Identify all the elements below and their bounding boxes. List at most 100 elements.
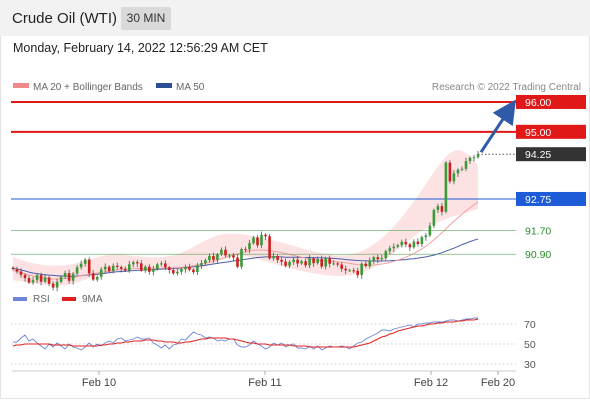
candle-body xyxy=(152,269,155,272)
candle-body xyxy=(136,262,139,264)
candle-body xyxy=(452,173,456,182)
rsi-ma-line xyxy=(12,318,479,348)
candle-body xyxy=(103,266,107,270)
candle-body xyxy=(156,264,159,270)
candle-body xyxy=(67,273,71,281)
candle-body xyxy=(200,263,203,266)
candle-body xyxy=(115,265,119,267)
candle-body xyxy=(352,270,355,272)
candle-body xyxy=(376,257,380,260)
candle-body xyxy=(59,276,63,282)
candle-body xyxy=(392,246,396,249)
support-label-91.70: 91.70 xyxy=(525,225,551,237)
candle-body xyxy=(51,283,55,288)
candle-body xyxy=(83,259,87,264)
candle-body xyxy=(184,267,187,270)
candle-body xyxy=(360,263,363,275)
candle-body xyxy=(380,258,384,260)
candle-body xyxy=(196,265,199,273)
candle-body xyxy=(19,271,23,275)
candle-body xyxy=(39,275,43,282)
candle-body xyxy=(336,263,339,265)
candle-body xyxy=(256,237,259,246)
candle-body xyxy=(308,258,311,266)
candle-body xyxy=(216,254,219,260)
x-tick-label: Feb 10 xyxy=(82,377,116,389)
candle-body xyxy=(224,249,227,256)
candle-body xyxy=(340,264,343,269)
candle-body xyxy=(444,162,448,212)
candle-body xyxy=(356,270,359,276)
candle-body xyxy=(284,261,287,266)
candle-body xyxy=(71,273,75,281)
x-axis: Feb 10 Feb 11 Feb 12 Feb 20 xyxy=(12,370,516,389)
candle-body xyxy=(448,162,452,182)
candle-body xyxy=(204,260,207,264)
candle-body xyxy=(228,255,231,257)
candle-body xyxy=(424,235,428,238)
candle-body xyxy=(79,263,83,268)
candle-body xyxy=(384,251,388,259)
candle-body xyxy=(232,255,235,258)
interval-button[interactable]: 30 MIN xyxy=(121,7,171,30)
rsi-line xyxy=(13,317,478,351)
candle-body xyxy=(111,265,115,272)
candle-body xyxy=(316,259,319,264)
candle-body xyxy=(35,275,39,281)
resistance-label-95.00: 95.00 xyxy=(525,127,551,139)
candle-body xyxy=(99,269,103,277)
credit-text: Research © 2022 Trading Central xyxy=(432,82,581,93)
candle-body xyxy=(420,237,424,245)
candle-body xyxy=(464,161,468,169)
main-legend: MA 20 + Bollinger Bands MA 50 Research ©… xyxy=(13,82,581,93)
candle-body xyxy=(408,244,412,248)
candle-body xyxy=(320,259,323,267)
x-tick-label: Feb 20 xyxy=(481,377,515,389)
candle-body xyxy=(416,241,420,244)
candle-body xyxy=(400,241,404,246)
candle-body xyxy=(460,168,464,170)
support-label-90.90: 90.90 xyxy=(525,249,551,261)
candle-body xyxy=(300,261,303,264)
candle-body xyxy=(368,260,372,267)
candle-body xyxy=(31,280,35,283)
candle-body xyxy=(472,157,476,159)
rsi-ma-legend-label: 9MA xyxy=(82,294,103,305)
rsi-tick-70: 70 xyxy=(524,319,536,331)
candle-body xyxy=(268,236,271,259)
last-price-label-bg xyxy=(516,147,586,162)
candle-body xyxy=(220,249,223,255)
ma50-legend-label: MA 50 xyxy=(176,82,205,93)
candle-body xyxy=(140,263,143,271)
candle-body xyxy=(304,261,307,266)
ma50-line xyxy=(12,238,479,277)
header-bar: Crude Oil (WTI) 30 MIN xyxy=(0,0,590,36)
candle-body xyxy=(168,267,171,270)
candle-body xyxy=(119,267,123,269)
candle-body xyxy=(364,263,368,267)
candle-body xyxy=(396,245,400,247)
candle-body xyxy=(456,169,460,174)
candle-body xyxy=(276,256,279,260)
x-tick-label: Feb 12 xyxy=(414,377,448,389)
candle-body xyxy=(240,249,243,267)
candle-body xyxy=(324,258,327,267)
candle-body xyxy=(75,267,79,274)
rsi-legend-swatch xyxy=(13,297,27,301)
candle-body xyxy=(468,157,472,162)
candle-body xyxy=(55,281,59,288)
candle-body xyxy=(15,269,19,272)
rsi-plot: 70 50 30 xyxy=(11,317,536,371)
price-plot: 96.00 95.00 94.25 92.75 91.70 90.90 xyxy=(11,94,586,292)
candle-body xyxy=(91,273,95,280)
candle-body xyxy=(260,234,263,246)
candle-body xyxy=(47,277,51,284)
ma20-legend-swatch xyxy=(13,83,29,88)
candle-body xyxy=(428,225,432,236)
last-price-label: 94.25 xyxy=(525,149,551,161)
candle-body xyxy=(208,256,211,261)
candle-body xyxy=(172,270,175,274)
rsi-ma-legend-swatch xyxy=(62,297,76,301)
candle-body xyxy=(252,237,255,244)
rsi-tick-30: 30 xyxy=(524,359,536,371)
